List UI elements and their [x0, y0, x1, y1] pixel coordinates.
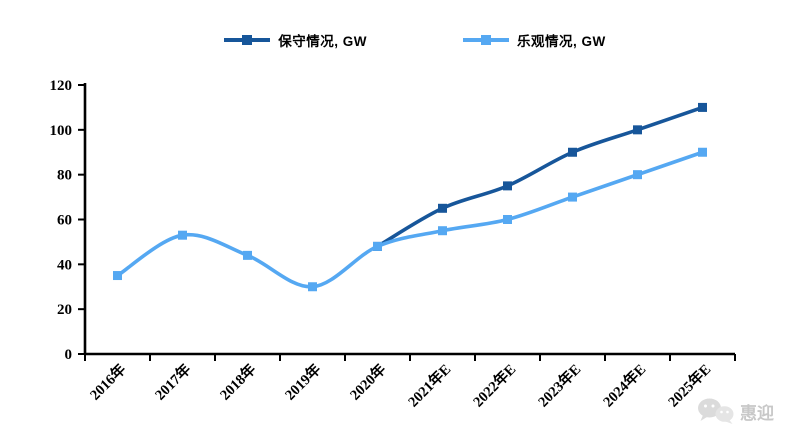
x-axis-tick-label: 2023年E: [534, 360, 584, 410]
legend-item-optimistic: 乐观情况, GW: [463, 30, 606, 50]
y-axis-tick-label: 0: [65, 347, 73, 363]
x-axis-tick-label: 2022年E: [469, 360, 519, 410]
y-axis-tick-label: 40: [57, 257, 72, 273]
conservative-data-point-marker: [568, 147, 577, 157]
conservative-data-point-marker: [438, 203, 447, 213]
optimistic-data-point-marker: [633, 170, 642, 180]
y-axis-tick-label: 100: [50, 123, 73, 139]
optimistic-series-line: [115, 150, 705, 289]
optimistic-data-point-marker: [568, 192, 577, 202]
legend-marker-conservative: [224, 35, 271, 45]
legend-label-optimistic: 乐观情况, GW: [517, 34, 606, 49]
optimistic-data-point-marker: [113, 271, 122, 281]
legend-item-conservative: 保守情况, GW: [224, 30, 367, 50]
y-axis-tick-label: 80: [57, 168, 72, 184]
optimistic-data-point-marker: [698, 147, 707, 157]
optimistic-data-point-marker: [503, 215, 512, 224]
conservative-data-point-marker: [698, 102, 707, 112]
wechat-icon: [698, 398, 734, 424]
legend-square-optimistic: [481, 35, 491, 45]
x-axis-tick-label: 2016年: [86, 360, 130, 404]
y-axis-tick-label: 120: [50, 78, 73, 94]
conservative-series-line: [375, 105, 705, 249]
watermark-text: 惠迎: [740, 403, 774, 423]
x-axis-tick-label: 2021年E: [404, 360, 454, 410]
optimistic-data-point-marker: [243, 250, 252, 260]
optimistic-data-point-marker: [373, 241, 382, 251]
y-axis-tick-label: 60: [57, 213, 72, 229]
legend-label-conservative: 保守情况, GW: [278, 34, 367, 49]
conservative-data-point-marker: [633, 125, 642, 135]
x-axis-tick-label: 2019年: [281, 360, 325, 404]
optimistic-data-point-marker: [178, 230, 187, 240]
y-axis-tick-label: 20: [57, 302, 72, 318]
x-axis-tick-label: 2024年E: [599, 360, 649, 410]
legend-square-conservative: [242, 35, 253, 45]
conservative-data-point-marker: [503, 181, 512, 191]
x-axis-tick-label: 2018年: [216, 360, 260, 404]
chart-legend: 保守情况, GW 乐观情况, GW: [0, 30, 800, 50]
x-axis-tick-label: 2020年: [346, 360, 390, 404]
optimistic-data-point-marker: [308, 282, 317, 292]
legend-marker-optimistic: [463, 35, 509, 45]
optimistic-data-point-marker: [438, 226, 447, 236]
watermark: 惠迎: [696, 397, 774, 425]
x-axis-tick-label: 2017年: [151, 360, 195, 404]
